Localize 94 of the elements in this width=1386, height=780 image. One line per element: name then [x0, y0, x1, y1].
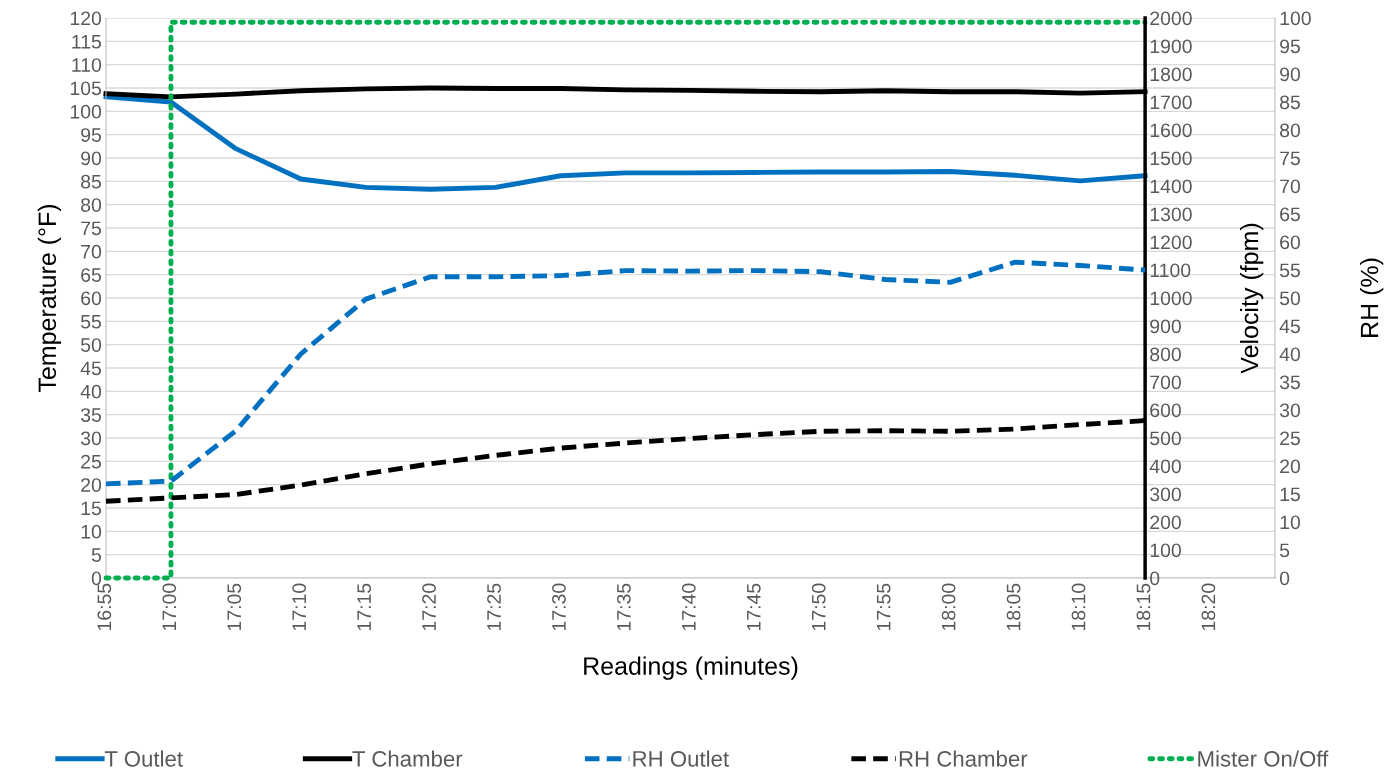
- y-tick-label: 110: [72, 58, 102, 72]
- y-tick-label: 45: [80, 361, 102, 376]
- x-tick-label: 18:20: [1201, 583, 1216, 631]
- y-tick-label: 15: [81, 501, 102, 516]
- x-tick-label: 17:30: [552, 583, 566, 631]
- y-tick-label: 35: [80, 408, 102, 422]
- y-tick-label: 70: [81, 244, 102, 259]
- x-tick-label: 17:15: [357, 583, 371, 631]
- legend-label: T Chamber: [352, 750, 463, 767]
- y3-tick-label: 30: [1279, 403, 1301, 418]
- y2-tick-label: 1500: [1150, 151, 1192, 166]
- y2-tick-label: 400: [1149, 459, 1181, 474]
- y-tick-label: 75: [81, 221, 102, 236]
- line-series: [103, 259, 1148, 487]
- y-tick-label: 100: [70, 104, 102, 119]
- y-tick-label: 105: [70, 81, 102, 96]
- y3-tick-label: 0: [1279, 571, 1290, 586]
- y3-tick-label: 40: [1279, 347, 1301, 362]
- y3-tick-label: 75: [1280, 151, 1300, 166]
- y-tick-label: 115: [72, 35, 102, 49]
- y3-tick-label: 5: [1279, 543, 1290, 558]
- y-tick-label: 50: [80, 338, 102, 352]
- legend-label: Mister On/Off: [1198, 750, 1329, 767]
- legend-label: RH Outlet: [633, 750, 729, 767]
- y2-tick-label: 300: [1150, 487, 1181, 502]
- y2-tick-label: 1300: [1150, 207, 1192, 222]
- y-tick-label: 55: [80, 315, 102, 329]
- y2-tick-label: 200: [1150, 515, 1181, 530]
- y3-tick-label: 45: [1279, 319, 1300, 334]
- y2-tick-label: 1200: [1150, 235, 1192, 250]
- x-tick-label: 18:00: [941, 583, 956, 631]
- y2-tick-label: 1000: [1150, 291, 1192, 306]
- y2-tick-label: 1900: [1150, 39, 1192, 54]
- y-tick-label: 120: [70, 11, 102, 26]
- x-tick-label: 18:10: [1071, 583, 1086, 631]
- legend-label: RH Chamber: [899, 750, 1028, 767]
- y3-tick-label: 20: [1280, 459, 1301, 474]
- y3-tick-label: 100: [1280, 11, 1311, 26]
- y2-axis-title: Velocity (fpm): [1240, 223, 1264, 374]
- y-tick-label: 10: [81, 524, 102, 539]
- y-axis-title: Temperature (°F): [37, 204, 62, 393]
- x-tick-label: 17:25: [487, 583, 501, 631]
- y2-tick-label: 900: [1150, 319, 1181, 334]
- y-tick-label: 65: [81, 268, 102, 282]
- y3-tick-label: 80: [1280, 123, 1301, 138]
- y3-tick-label: 35: [1279, 375, 1300, 390]
- x-tick-label: 17:55: [876, 583, 891, 631]
- y-tick-label: 25: [81, 454, 102, 469]
- y2-tick-label: 500: [1150, 431, 1181, 446]
- y3-tick-label: 15: [1280, 487, 1300, 502]
- x-tick-label: 17:20: [422, 583, 436, 631]
- y-tick-label: 95: [81, 128, 102, 142]
- y2-tick-label: 100: [1150, 543, 1181, 558]
- y2-tick-label: 1400: [1150, 179, 1192, 194]
- x-tick-label: 17:50: [811, 583, 826, 631]
- x-tick-label: 17:00: [162, 583, 177, 631]
- y-tick-label: 40: [80, 384, 102, 399]
- y2-tick-label: 700: [1150, 375, 1181, 390]
- y2-tick-label: 1700: [1150, 95, 1192, 110]
- y3-axis-title: RH (%): [1360, 258, 1384, 337]
- y3-tick-label: 85: [1280, 95, 1300, 110]
- y3-tick-label: 50: [1279, 291, 1301, 306]
- x-tick-label: 17:45: [747, 583, 761, 631]
- y3-tick-label: 55: [1279, 263, 1300, 278]
- x-tick-label: 17:05: [227, 583, 242, 631]
- y3-tick-label: 10: [1280, 515, 1301, 530]
- y-tick-label: 60: [81, 291, 102, 306]
- y-tick-label: 5: [91, 548, 102, 562]
- x-tick-label: 18:05: [1006, 583, 1021, 631]
- y-tick-label: 20: [81, 478, 102, 492]
- y3-tick-label: 65: [1280, 207, 1300, 222]
- line-series: [103, 94, 1148, 192]
- y3-tick-label: 60: [1280, 235, 1301, 250]
- y2-tick-label: 800: [1150, 347, 1181, 362]
- x-axis-title: Readings (minutes): [584, 656, 798, 680]
- y-tick-label: 80: [81, 198, 102, 212]
- x-tick-label: 17:35: [617, 583, 631, 631]
- y-tick-label: 85: [81, 174, 102, 189]
- x-tick-label: 18:15: [1136, 583, 1151, 631]
- y3-tick-label: 90: [1280, 67, 1301, 82]
- y3-tick-label: 25: [1280, 431, 1300, 446]
- x-tick-label: 17:10: [292, 583, 307, 631]
- y2-tick-label: 600: [1150, 403, 1181, 418]
- y-tick-label: 90: [81, 151, 102, 166]
- y-tick-label: 30: [80, 431, 102, 446]
- y2-tick-label: 2000: [1150, 11, 1192, 26]
- y2-tick-label: 1800: [1150, 67, 1192, 82]
- y2-tick-label: 1100: [1150, 263, 1191, 278]
- x-tick-label: 17:40: [681, 583, 696, 631]
- y2-tick-label: 1600: [1150, 123, 1192, 138]
- y3-tick-label: 70: [1280, 179, 1301, 194]
- legend-label: T Outlet: [104, 750, 183, 767]
- y3-tick-label: 95: [1280, 39, 1300, 54]
- y2-tick-label: 0: [1150, 571, 1160, 586]
